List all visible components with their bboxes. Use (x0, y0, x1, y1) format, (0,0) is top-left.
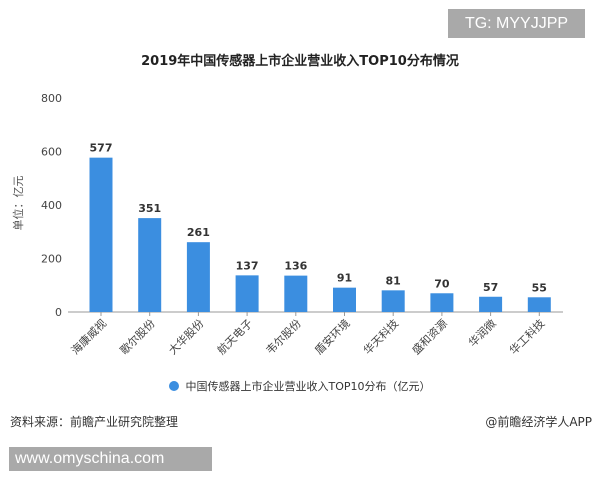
x-tick-label: 歌尔股份 (117, 316, 158, 357)
bar (235, 275, 259, 312)
site-watermark: www.omyschina.com (9, 447, 212, 471)
data-label: 136 (284, 260, 307, 273)
x-tick-label: 华工科技 (506, 316, 547, 357)
tg-watermark: TG: MYYJJPP (448, 9, 585, 38)
y-tick-label: 0 (55, 306, 62, 319)
y-tick-label: 400 (41, 199, 62, 212)
bar (284, 275, 308, 312)
data-label: 81 (386, 274, 401, 287)
y-tick-label: 600 (41, 146, 62, 159)
data-label: 55 (532, 281, 547, 294)
data-label: 57 (483, 281, 498, 294)
bar (479, 296, 503, 312)
x-tick-label: 航天电子 (214, 316, 255, 357)
bar (333, 287, 356, 312)
x-tick-label: 盾安环境 (312, 316, 353, 357)
legend-label: 中国传感器上市企业营业收入TOP10分布（亿元） (185, 380, 431, 393)
data-label: 261 (187, 226, 210, 239)
data-label: 91 (337, 272, 352, 285)
x-tick-label: 韦尔股份 (264, 317, 304, 357)
x-tick-label: 华润微 (465, 316, 498, 349)
bar (381, 290, 405, 312)
source-note: 资料来源：前瞻产业研究院整理 (10, 415, 179, 429)
legend-marker (169, 381, 180, 391)
bar (138, 218, 162, 312)
bar (186, 242, 210, 312)
credit: @前瞻经济学人APP (485, 415, 592, 429)
x-tick-label: 海康威视 (68, 316, 109, 357)
x-tick-label: 华天科技 (360, 316, 401, 357)
y-tick-label: 200 (41, 253, 62, 266)
chart-title: 2019年中国传感器上市企业营业收入TOP10分布情况 (141, 54, 459, 69)
data-label: 577 (90, 142, 113, 155)
bar (527, 297, 551, 312)
y-tick-label: 800 (41, 92, 62, 105)
legend: 中国传感器上市企业营业收入TOP10分布（亿元） (0, 378, 600, 394)
data-label: 351 (138, 202, 161, 215)
x-tick-label: 大华股份 (166, 316, 207, 357)
data-label: 70 (434, 277, 450, 290)
bar (89, 157, 113, 312)
data-label: 137 (236, 259, 259, 272)
bar (430, 293, 454, 312)
x-tick-label: 盛和资源 (409, 316, 450, 357)
